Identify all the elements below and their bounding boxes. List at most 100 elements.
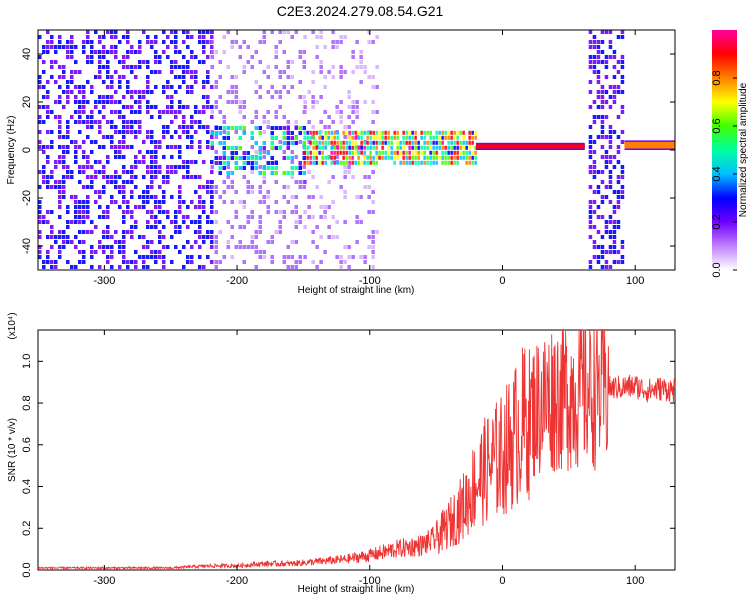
spectral-cell bbox=[210, 45, 214, 49]
spectral-cell bbox=[82, 170, 86, 174]
spectral-cell bbox=[162, 130, 166, 134]
spectral-cell bbox=[130, 70, 134, 74]
spectral-cell bbox=[355, 150, 359, 154]
spectral-cell bbox=[150, 155, 154, 159]
spectral-cell bbox=[110, 200, 114, 204]
spectral-cell bbox=[298, 131, 302, 135]
spectral-cell bbox=[222, 151, 226, 155]
spectral-cell bbox=[420, 160, 423, 165]
spectral-cell bbox=[186, 130, 190, 134]
spectral-cell bbox=[182, 80, 186, 84]
spectral-cell bbox=[62, 240, 66, 244]
spectral-cell bbox=[106, 30, 110, 34]
spectral-cell bbox=[50, 35, 54, 39]
spectral-cell bbox=[330, 135, 333, 140]
snr-exponent-label: (x10⁴) bbox=[7, 312, 18, 339]
spectral-cell bbox=[154, 200, 158, 204]
spectral-cell bbox=[456, 150, 459, 155]
spectral-cell bbox=[351, 140, 354, 145]
spectral-cell bbox=[596, 50, 601, 54]
spectral-cell bbox=[226, 171, 230, 175]
spectral-cell bbox=[351, 145, 354, 150]
spectral-cell bbox=[78, 210, 82, 214]
spectral-cell bbox=[150, 210, 154, 214]
spectral-cell bbox=[242, 156, 246, 160]
spectral-cell bbox=[408, 145, 411, 150]
spectral-cell bbox=[194, 75, 198, 79]
spectral-cell bbox=[347, 165, 351, 169]
spectral-cell bbox=[620, 165, 625, 169]
spectral-cell bbox=[375, 135, 378, 140]
spectral-cell bbox=[290, 156, 294, 160]
spectral-cell bbox=[202, 50, 206, 54]
spectral-cell bbox=[134, 165, 138, 169]
spectral-cell bbox=[122, 165, 126, 169]
spectral-cell bbox=[375, 130, 378, 135]
spectral-cell bbox=[110, 30, 114, 34]
spectral-cell bbox=[142, 160, 146, 164]
spectral-cell bbox=[306, 150, 309, 155]
spectral-cell bbox=[158, 115, 162, 119]
spectral-cell bbox=[94, 50, 98, 54]
spectral-cell bbox=[250, 215, 254, 219]
spectral-cell bbox=[42, 50, 46, 54]
spectral-cell bbox=[54, 50, 58, 54]
spectral-cell bbox=[262, 35, 266, 39]
spectral-cell bbox=[38, 145, 42, 149]
spectral-cell bbox=[426, 155, 429, 160]
spectral-cell bbox=[309, 135, 312, 140]
spectral-cell bbox=[134, 65, 138, 69]
spectral-cell bbox=[327, 205, 331, 209]
spectral-cell bbox=[453, 140, 456, 145]
spectral-cell bbox=[134, 250, 138, 254]
spectral-cell bbox=[342, 155, 345, 160]
spectral-cell bbox=[178, 125, 182, 129]
spectral-cell bbox=[50, 265, 54, 269]
spectral-cell bbox=[122, 135, 126, 139]
spectral-cell bbox=[282, 50, 286, 54]
spectral-cell bbox=[302, 60, 306, 64]
spectral-band-core bbox=[475, 144, 585, 149]
spectral-cell bbox=[426, 130, 429, 135]
spectral-cell bbox=[238, 126, 242, 130]
spectral-cell bbox=[74, 210, 78, 214]
spectral-cell bbox=[282, 126, 286, 130]
spectral-cell bbox=[282, 70, 286, 74]
spectral-cell bbox=[38, 220, 42, 224]
spectral-cell bbox=[384, 150, 387, 155]
spectral-cell bbox=[82, 155, 86, 159]
spectral-cell bbox=[303, 145, 306, 150]
spectral-cell bbox=[278, 40, 282, 44]
spectral-cell bbox=[158, 145, 162, 149]
spectral-cell bbox=[600, 120, 605, 124]
colorbar: 0.00.20.40.60.8 Normalized spectral ampl… bbox=[711, 30, 749, 278]
y-tick-label: 0.4 bbox=[21, 479, 33, 494]
spectral-cell bbox=[66, 145, 70, 149]
spectral-cell bbox=[266, 75, 270, 79]
spectral-cell bbox=[182, 75, 186, 79]
spectral-cell bbox=[323, 85, 327, 89]
spectral-cell bbox=[230, 85, 234, 89]
spectral-cell bbox=[357, 155, 360, 160]
spectral-cell bbox=[290, 60, 294, 64]
spectral-cell bbox=[620, 190, 625, 194]
spectral-cell bbox=[146, 60, 150, 64]
spectral-cell bbox=[351, 155, 354, 160]
spectral-cell bbox=[290, 136, 294, 140]
spectral-cell bbox=[118, 85, 122, 89]
spectral-cell bbox=[114, 185, 118, 189]
spectral-cell bbox=[250, 235, 254, 239]
spectral-cell bbox=[604, 30, 609, 34]
spectral-cell bbox=[588, 260, 593, 264]
spectral-cell bbox=[270, 240, 274, 244]
spectral-cell bbox=[423, 155, 426, 160]
spectral-cell bbox=[106, 230, 110, 234]
spectral-cell bbox=[620, 195, 625, 199]
spectral-cell bbox=[214, 105, 218, 109]
spectral-cell bbox=[174, 165, 178, 169]
spectral-cell bbox=[423, 160, 426, 165]
spectral-cell bbox=[246, 215, 250, 219]
spectral-cell bbox=[158, 220, 162, 224]
spectral-cell bbox=[94, 250, 98, 254]
spectral-cell bbox=[596, 205, 601, 209]
